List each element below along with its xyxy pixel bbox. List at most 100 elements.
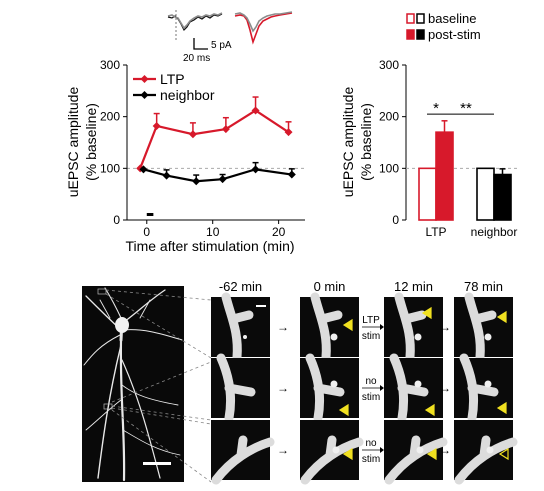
arrowhead-marker [421, 306, 432, 320]
significance-marker: * [433, 100, 439, 117]
bar-baseline [476, 167, 495, 221]
dendrite [389, 353, 429, 423]
category-label: neighbor [471, 225, 518, 239]
x-tick-label: 0 [143, 225, 150, 239]
dendrite [300, 435, 364, 485]
arrowhead-marker [496, 310, 507, 324]
time-label: 12 min [394, 279, 433, 294]
spine-head [416, 446, 424, 454]
y-tick-label: 300 [100, 58, 120, 72]
dendrite [305, 353, 345, 423]
y-axis-label-line2: (% baseline) [83, 103, 99, 181]
spine-head [332, 446, 340, 454]
arrowhead-marker [496, 401, 507, 415]
legend-label: post-stim [428, 27, 481, 42]
condition-label-top: LTP [362, 315, 380, 326]
condition-arrow-head [380, 324, 384, 330]
data-point [162, 171, 171, 180]
x-axis-label: Time after stimulation (min) [125, 238, 294, 254]
arrowhead-marker [342, 318, 353, 332]
transition-arrow: → [439, 381, 451, 395]
x-tick-label: 10 [206, 225, 220, 239]
data-point [192, 177, 201, 186]
legend-label: baseline [428, 11, 476, 26]
y-tick-label: 300 [379, 58, 399, 72]
transition-arrow: → [439, 443, 451, 457]
series-line-neighbor [143, 168, 292, 183]
y-tick-label: 100 [100, 161, 120, 175]
microscopy-panels: -62 min 0 min 12 min 78 min → → LTP stim → → no sti… [211, 279, 518, 485]
condition-label-bottom: stim [362, 392, 380, 403]
condition-arrow-head [380, 385, 384, 391]
spine-head [243, 335, 247, 339]
zoom-lines [105, 289, 212, 483]
x-tick-label: 20 [272, 225, 286, 239]
dendrite [216, 353, 256, 423]
scale-time-label: 20 ms [183, 53, 210, 64]
spine-head [330, 380, 338, 388]
legend-swatch [406, 29, 415, 40]
legend-swatch [416, 13, 425, 24]
data-point [188, 130, 197, 139]
bar-y-axis-label-line1: uEPSC amplitude [340, 87, 356, 198]
condition-label-bottom: stim [362, 331, 380, 342]
scale-bar [193, 38, 208, 50]
condition-label-bottom: stim [362, 454, 380, 465]
trace-ltp-baseline [234, 11, 293, 33]
spine-head [330, 333, 338, 341]
arrowhead-marker [498, 447, 509, 461]
bar-post-stim [493, 173, 512, 221]
category-label: LTP [425, 225, 446, 239]
time-label: 0 min [314, 279, 346, 294]
y-tick-label: 0 [392, 213, 399, 227]
stimulation-marker [146, 213, 154, 216]
trace-ltp-poststim [234, 12, 293, 45]
data-point [152, 121, 161, 130]
dendrite [454, 435, 518, 485]
dendrite [221, 292, 254, 362]
spine-head [414, 380, 422, 388]
dendrite [310, 292, 343, 362]
spine-head [484, 380, 492, 388]
legend-swatch [406, 13, 415, 24]
bar-y-axis-label-line2: (% baseline) [358, 103, 374, 181]
spine-head [484, 333, 492, 341]
bar-post-stim [435, 131, 454, 221]
data-point [251, 106, 260, 115]
time-course-chart: uEPSC amplitude (% baseline) Time after … [65, 58, 305, 254]
dendrite [464, 292, 497, 362]
transition-arrow: → [277, 443, 289, 457]
scale-amp-label: 5 pA [211, 40, 232, 51]
arrowhead-marker [338, 403, 349, 417]
series-line-LTP [139, 109, 290, 169]
dendrite [384, 435, 448, 485]
condition-label-top: no [365, 438, 377, 449]
y-tick-label: 200 [379, 110, 399, 124]
data-point [139, 165, 148, 174]
data-point [221, 125, 230, 134]
legend-swatch [416, 29, 425, 40]
trace-neighbor-poststim [167, 12, 223, 30]
legend-label: neighbor [160, 87, 215, 103]
legend-marker [140, 91, 149, 99]
neuron-overview-image [82, 286, 184, 482]
data-point [287, 170, 296, 179]
legend-label: LTP [160, 71, 185, 87]
data-point [218, 175, 227, 184]
arrowhead-marker [424, 403, 435, 417]
spine-head [414, 333, 422, 341]
micro-scale-bar [256, 305, 266, 307]
time-label: 78 min [464, 279, 503, 294]
condition-arrow-head [380, 447, 384, 453]
spine-head [486, 446, 494, 454]
arrowhead-marker [426, 447, 437, 461]
transition-arrow: → [277, 381, 289, 395]
data-point [251, 165, 260, 174]
bar-baseline [418, 167, 437, 221]
transition-arrow: → [277, 320, 289, 334]
condition-label-top: no [365, 376, 377, 387]
time-label: -62 min [219, 279, 262, 294]
arrowhead-marker [342, 447, 353, 461]
legend-marker [140, 75, 149, 83]
